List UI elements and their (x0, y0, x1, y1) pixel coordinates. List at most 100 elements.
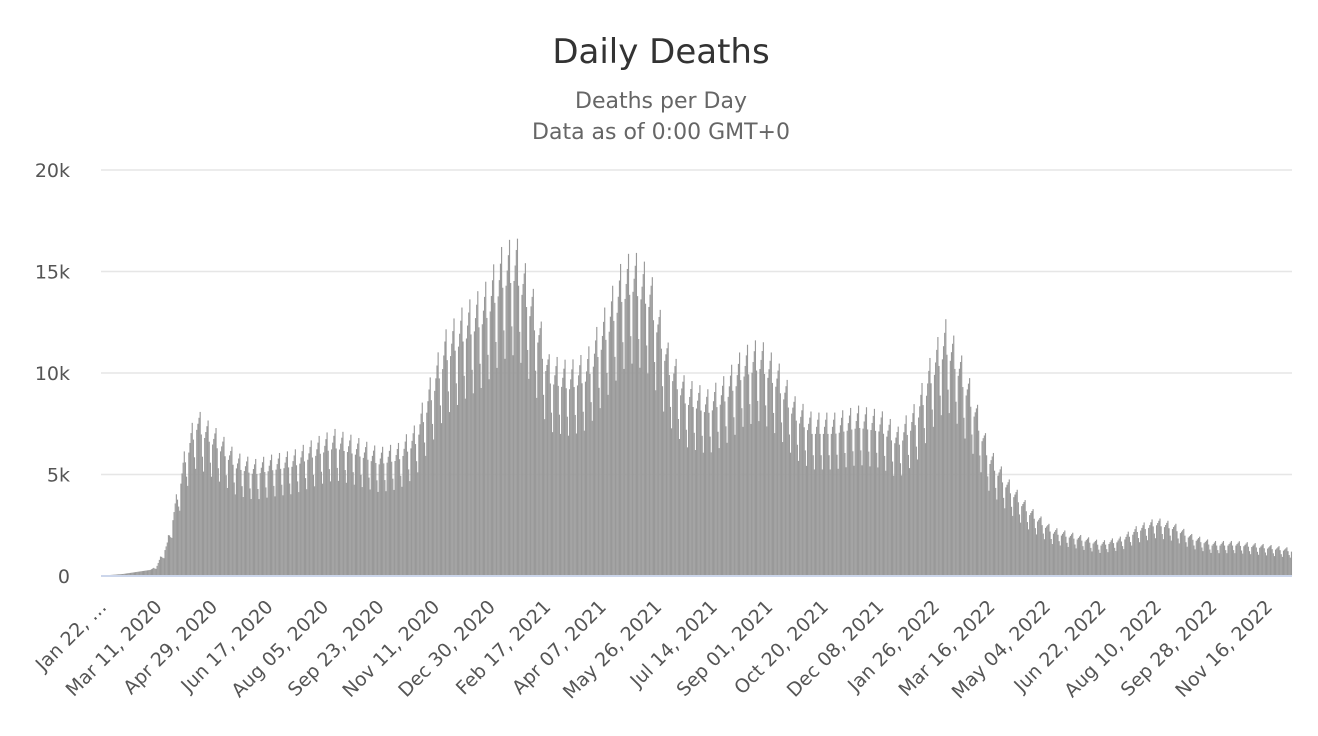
bar[interactable] (996, 499, 998, 576)
bar[interactable] (1221, 542, 1223, 577)
bar[interactable] (564, 359, 566, 576)
bar[interactable] (258, 499, 260, 576)
bar[interactable] (164, 550, 166, 576)
bar[interactable] (734, 434, 736, 576)
bar[interactable] (230, 450, 232, 576)
bar[interactable] (1217, 550, 1219, 576)
bar[interactable] (490, 295, 492, 576)
bar[interactable] (289, 483, 291, 576)
bar[interactable] (252, 469, 255, 576)
bar[interactable] (1041, 525, 1043, 576)
bar[interactable] (358, 438, 360, 576)
bar[interactable] (1177, 538, 1179, 576)
bar[interactable] (606, 372, 608, 576)
bar[interactable] (428, 389, 430, 576)
bar[interactable] (778, 363, 780, 576)
bar[interactable] (481, 324, 483, 576)
bar[interactable] (273, 485, 275, 576)
bar[interactable] (340, 443, 342, 576)
bar[interactable] (770, 352, 772, 576)
bar[interactable] (1173, 526, 1175, 576)
bar[interactable] (1050, 538, 1052, 576)
bar[interactable] (1115, 550, 1117, 576)
bar[interactable] (1192, 539, 1194, 576)
bar[interactable] (452, 331, 454, 576)
bar[interactable] (193, 457, 196, 576)
bar[interactable] (1204, 541, 1206, 576)
bar[interactable] (608, 331, 610, 576)
bar[interactable] (1180, 531, 1183, 576)
bar[interactable] (1253, 544, 1255, 576)
bar[interactable] (423, 442, 426, 576)
bar[interactable] (571, 369, 573, 576)
bar[interactable] (751, 372, 753, 576)
bar[interactable] (256, 473, 258, 576)
bar[interactable] (546, 364, 548, 576)
bar[interactable] (1270, 544, 1272, 576)
bar[interactable] (520, 362, 522, 576)
bar[interactable] (1080, 534, 1082, 576)
bar[interactable] (1012, 515, 1014, 576)
bar[interactable] (848, 415, 851, 576)
bar[interactable] (556, 356, 558, 576)
bar[interactable] (952, 343, 954, 576)
bar[interactable] (301, 451, 303, 576)
bar[interactable] (1031, 511, 1033, 576)
bar[interactable] (161, 556, 163, 576)
bar[interactable] (284, 462, 286, 576)
bar[interactable] (531, 296, 533, 576)
bar[interactable] (709, 436, 711, 576)
bar[interactable] (1081, 540, 1083, 576)
bar[interactable] (469, 299, 471, 576)
bar[interactable] (750, 423, 752, 576)
bar[interactable] (238, 458, 240, 576)
bar[interactable] (451, 343, 453, 576)
bar[interactable] (242, 497, 244, 576)
bar[interactable] (776, 378, 778, 576)
bar[interactable] (971, 434, 973, 576)
bar[interactable] (162, 557, 164, 576)
bar[interactable] (1060, 535, 1062, 576)
bar[interactable] (128, 573, 130, 576)
bar[interactable] (494, 302, 496, 576)
bar[interactable] (901, 475, 903, 576)
bar[interactable] (1071, 534, 1073, 576)
bar[interactable] (752, 362, 754, 576)
bar[interactable] (122, 573, 124, 576)
bar[interactable] (324, 445, 326, 576)
bar[interactable] (226, 488, 228, 576)
bar[interactable] (209, 462, 211, 576)
bar[interactable] (523, 273, 525, 576)
bar[interactable] (979, 455, 981, 576)
bar[interactable] (969, 378, 971, 576)
bar[interactable] (435, 378, 437, 576)
bar[interactable] (171, 537, 173, 576)
bar[interactable] (499, 263, 502, 576)
bar[interactable] (1226, 553, 1228, 576)
bar[interactable] (129, 572, 131, 576)
bar[interactable] (719, 404, 721, 576)
bar[interactable] (1269, 546, 1271, 576)
bar[interactable] (660, 348, 662, 576)
bar[interactable] (463, 375, 465, 576)
bar[interactable] (476, 304, 478, 576)
bar[interactable] (142, 570, 145, 576)
bar[interactable] (1159, 518, 1161, 576)
bar[interactable] (1133, 531, 1135, 576)
bar[interactable] (440, 423, 443, 576)
bar[interactable] (573, 387, 575, 576)
bar[interactable] (932, 426, 934, 576)
bar[interactable] (259, 473, 261, 576)
bar[interactable] (1144, 529, 1146, 576)
bar[interactable] (180, 483, 182, 576)
bar[interactable] (616, 312, 618, 576)
bar[interactable] (987, 476, 989, 576)
bar[interactable] (1114, 547, 1116, 576)
bar[interactable] (592, 366, 594, 576)
bar[interactable] (665, 354, 667, 576)
bar[interactable] (394, 461, 396, 576)
bar[interactable] (1166, 522, 1168, 576)
bar[interactable] (690, 388, 692, 576)
bar[interactable] (1074, 544, 1076, 576)
bar[interactable] (266, 497, 268, 576)
